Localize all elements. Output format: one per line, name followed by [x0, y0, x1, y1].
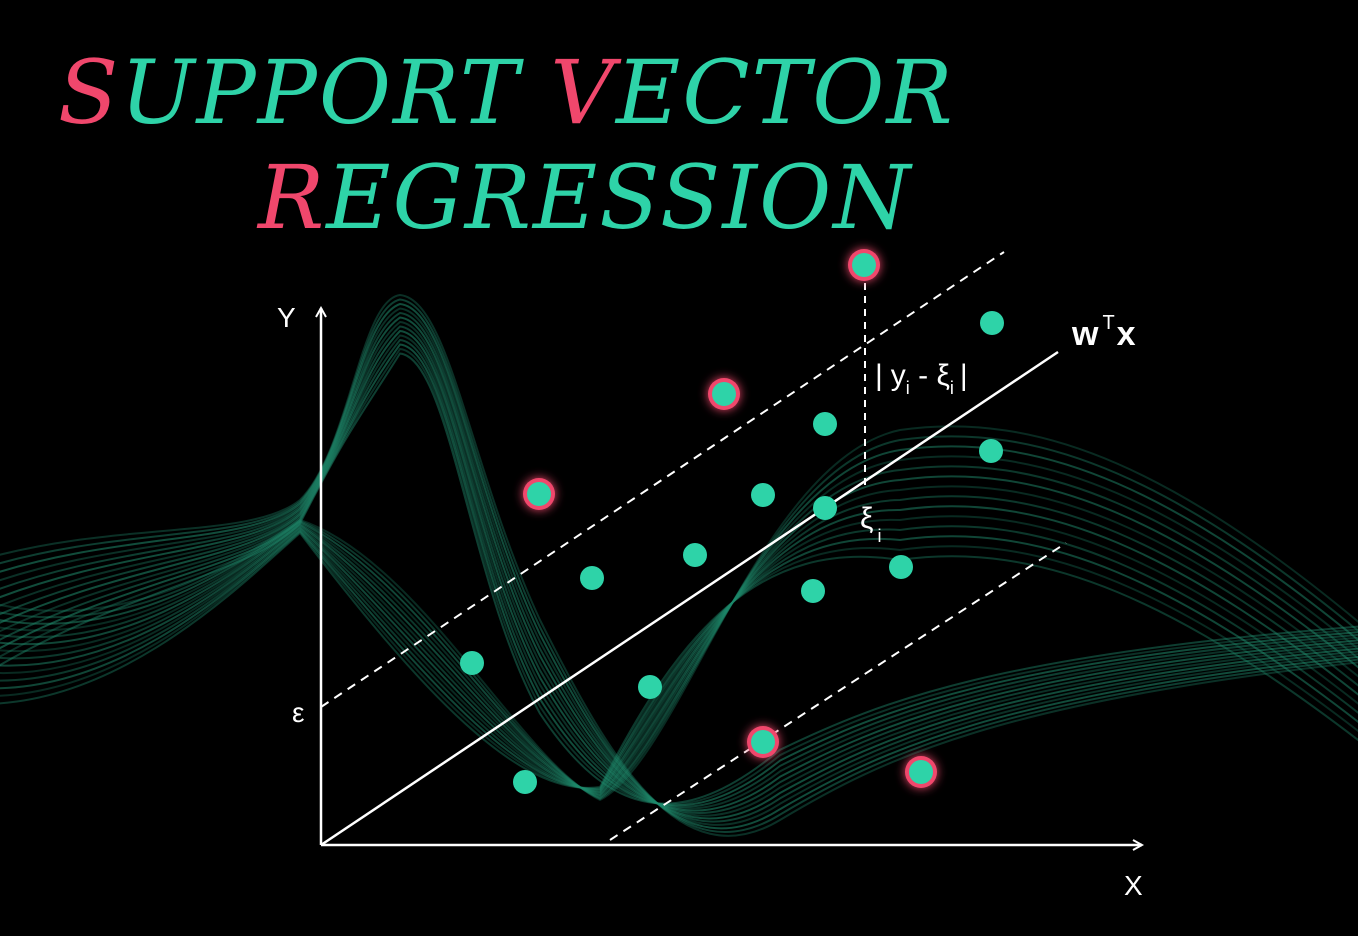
data-point [979, 439, 1003, 463]
title-line2-seg-1: EGRESSION [324, 146, 913, 249]
upper-margin-line [320, 251, 1005, 708]
support-vector-point [747, 726, 779, 758]
xi-sub: i [877, 526, 881, 546]
wave-line [0, 320, 1358, 817]
title-line1-seg-3: ECTOR [614, 41, 955, 144]
support-vector-point [905, 756, 937, 788]
data-point [683, 543, 707, 567]
data-point [580, 566, 604, 590]
wave-line [0, 325, 1358, 814]
title-line-1: SUPPORT VECTOR [58, 41, 955, 144]
y-axis-label: Y [277, 302, 296, 333]
residual-y-sub: i [906, 378, 910, 398]
residual-expression: | yi - ξi | [875, 359, 968, 398]
residual-y: y [891, 359, 906, 392]
title-line2-seg-0: R [256, 146, 326, 249]
data-point [813, 412, 837, 436]
data-point [889, 555, 913, 579]
wave-line [0, 525, 1358, 792]
residual-bar-right: | [960, 359, 968, 392]
wave-line [0, 425, 1358, 802]
wave-line [0, 505, 1358, 794]
wave-line [0, 445, 1358, 800]
wave-line [0, 307, 1358, 826]
wave-line [0, 495, 1358, 795]
wave-line [0, 465, 1358, 798]
wave-line [0, 329, 1358, 812]
line-label: w Tx [1071, 312, 1136, 353]
residual-mid: - ξ [910, 359, 950, 392]
wave-line [0, 515, 1358, 793]
line-label-w: w [1071, 315, 1099, 353]
residual-xi-sub: i [950, 378, 954, 398]
residual-bar-left: | [875, 359, 883, 392]
epsilon-label: ε [292, 697, 304, 728]
support-vector-point [708, 378, 740, 410]
data-point [980, 311, 1004, 335]
title-line1-seg-0: S [58, 41, 120, 144]
title-line1-seg-1: UPPORT [120, 41, 550, 144]
data-points [460, 311, 1004, 794]
wave-line [0, 529, 1358, 791]
title-line1-seg-2: V [550, 41, 622, 144]
background-waves [0, 293, 1358, 837]
wave-line [0, 338, 1358, 808]
support-vectors [523, 249, 937, 788]
xi-label: ξi [860, 502, 881, 546]
wave-line [0, 316, 1358, 820]
wave-line [0, 455, 1358, 799]
regression-line [320, 350, 1059, 847]
support-vector-point [848, 249, 880, 281]
data-point [751, 483, 775, 507]
wave-line [0, 302, 1358, 830]
line-label-x: x [1117, 315, 1136, 353]
support-vector-point [523, 478, 555, 510]
x-axis-label: X [1124, 870, 1143, 901]
wave-line [0, 293, 1358, 837]
data-point [460, 651, 484, 675]
wave-line [0, 298, 1358, 834]
wave-line [0, 347, 1358, 806]
xi-symbol: ξ [860, 502, 873, 535]
wave-line [0, 530, 1358, 790]
wave-line [0, 531, 1358, 789]
line-label-sup: T [1102, 312, 1114, 334]
wave-line [0, 485, 1358, 796]
wave-line [0, 311, 1358, 823]
title-line-2: REGRESSION [256, 146, 913, 249]
data-point [801, 579, 825, 603]
wave-line [0, 334, 1358, 810]
wave-line [0, 435, 1358, 801]
data-point [638, 675, 662, 699]
wave-line [0, 475, 1358, 797]
data-point [513, 770, 537, 794]
lower-margin-line [609, 542, 1067, 841]
data-point [813, 496, 837, 520]
